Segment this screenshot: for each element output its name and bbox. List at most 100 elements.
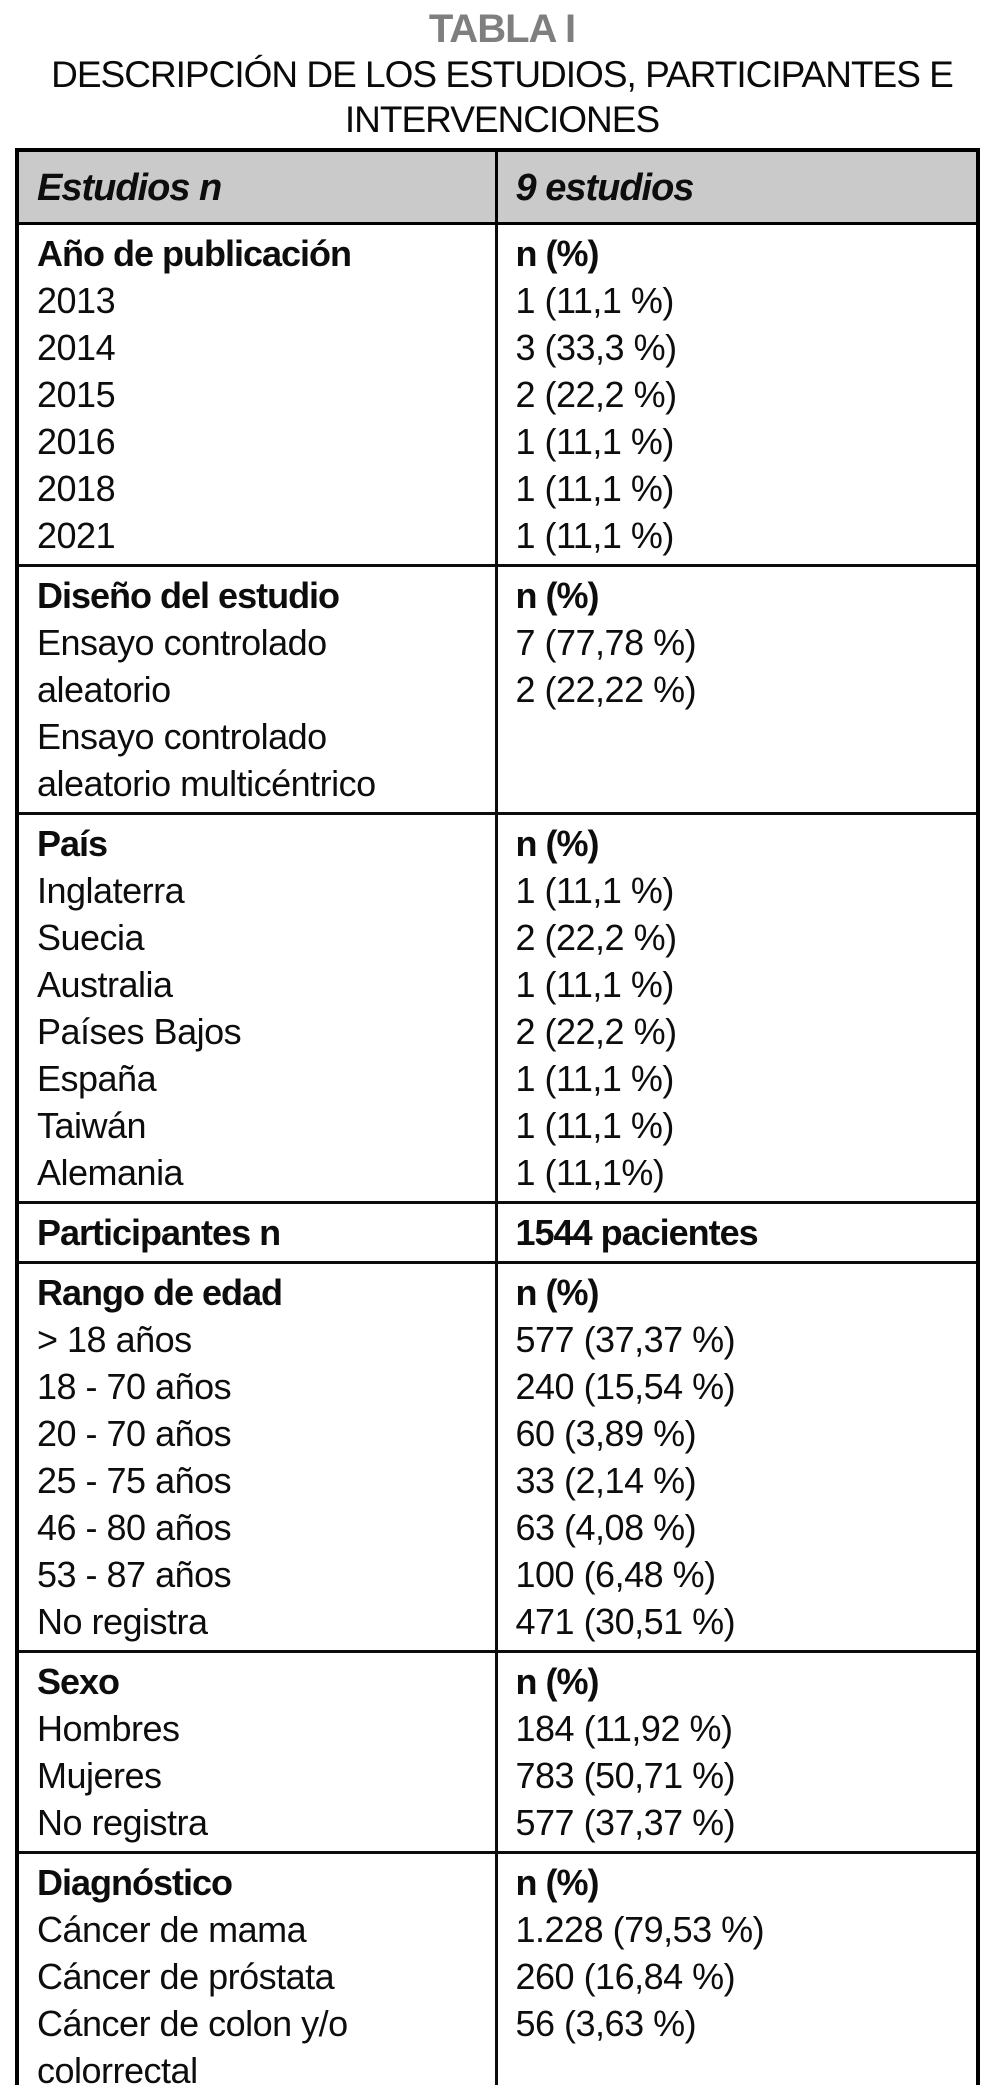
row-value: 1.228 (79,53 %) [515,1909,765,1950]
row-label: colorrectal [37,2050,198,2085]
row-value: 1 (11,1 %) [515,515,675,556]
row-label: 53 - 87 años [37,1554,232,1595]
row-value: 1 (11,1 %) [515,421,675,462]
row-value: 60 (3,89 %) [515,1413,697,1454]
row-label: 20 - 70 años [37,1413,232,1454]
row-value: 33 (2,14 %) [515,1460,697,1501]
value-cell: n (%) 184 (11,92 %) 783 (50,71 %) 577 (37,3… [498,1653,977,1851]
row-label: Año de publicación [37,233,352,274]
value-cell: n (%) 1.228 (79,53 %) 260 (16,84 %) 56 (3,6… [498,1854,977,2085]
table-title: TABLA I [428,7,576,51]
row-value: 1 (11,1 %) [515,870,675,911]
header-cell-estudios: Estudios n [19,152,498,222]
row-label: Diagnóstico [37,1862,233,1903]
row-value: 2 (22,2 %) [515,917,678,958]
label-cell: Año de publicación 2013 2014 2015 2016 2018 20… [19,225,498,564]
table-section-row: Año de publicación 2013 2014 2015 2016 2018 20… [19,225,976,564]
row-label: Rango de edad [37,1272,283,1313]
row-label: 2015 [37,374,116,415]
row-value: 240 (15,54 %) [515,1366,736,1407]
row-label: 46 - 80 años [37,1507,232,1548]
row-value: 1 (11,1 %) [515,1105,675,1146]
row-label: España [37,1058,157,1099]
row-label: Alemania [37,1152,184,1193]
row-label: 2013 [37,280,116,321]
row-value: 1 (11,1 %) [515,468,675,509]
table-subtitle: DESCRIPCIÓN DE LOS ESTUDIOS, PARTICIPANT… [51,54,954,140]
row-value: 184 (11,92 %) [515,1708,733,1749]
row-label: 18 - 70 años [37,1366,232,1407]
row-label: Hombres [37,1708,180,1749]
row-value: 100 (6,48 %) [515,1554,717,1595]
row-value: n (%) [515,1661,600,1702]
value-cell: n (%) 1 (11,1 %) 3 (33,3 %) 2 (22,2 %) 1 (11… [498,225,977,564]
label-cell: Participantes n [19,1204,498,1261]
row-value: n (%) [515,233,600,274]
table-section-row: Sexo Hombres Mujeres No registra n (%) 184 (1… [19,1650,976,1851]
row-value: 577 (37,37 %) [515,1319,736,1360]
row-label: 2018 [37,468,116,509]
table-section-row: Diagnóstico Cáncer de mama Cáncer de próst… [19,1851,976,2085]
row-value: 1 (11,1 %) [515,280,675,321]
row-value: 1 (11,1 %) [515,964,675,1005]
row-value: 1 (11,1 %) [515,1058,675,1099]
row-label: País [37,823,108,864]
table-body: Año de publicación 2013 2014 2015 2016 2018 20… [19,225,976,2085]
table-header-row: Estudios n 9 estudios [19,152,976,225]
row-label: Suecia [37,917,145,958]
row-label: Australia [37,964,173,1005]
table-section-row: País Inglaterra Suecia Australia Países Bajo… [19,812,976,1201]
row-label: Cáncer de colon y/o [37,2003,348,2044]
value-cell: n (%) 577 (37,37 %) 240 (15,54 %) 60 (3,89 … [498,1264,977,1650]
row-value: 471 (30,51 %) [515,1601,736,1642]
row-value: 2 (22,2 %) [515,374,678,415]
value-cell: 1544 pacientes [498,1204,977,1261]
row-label: Sexo [37,1661,120,1702]
label-cell: País Inglaterra Suecia Australia Países Bajo… [19,815,498,1201]
label-cell: Rango de edad > 18 años 18 - 70 años 20 - 7… [19,1264,498,1650]
value-cell: n (%) 1 (11,1 %) 2 (22,2 %) 1 (11,1 %) 2 (22… [498,815,977,1201]
row-label: 2014 [37,327,116,368]
row-label: No registra [37,1802,208,1843]
row-label: Taiwán [37,1105,147,1146]
row-value: 783 (50,71 %) [515,1755,736,1796]
row-value: n (%) [515,575,600,616]
row-label: Participantes n [37,1212,281,1253]
row-value: 1 (11,1%) [515,1152,665,1193]
row-label: Mujeres [37,1755,162,1796]
row-label: Inglaterra [37,870,185,911]
row-label: 2021 [37,515,116,556]
row-value: 2 (22,2 %) [515,1011,678,1052]
label-cell: Diseño del estudio Ensayo controlado aleat… [19,567,498,812]
row-value: 7 (77,78 %) [515,622,697,663]
row-label: No registra [37,1601,208,1642]
row-label: Diseño del estudio [37,575,340,616]
study-description-table: Estudios n 9 estudios Año de publicación… [15,148,980,2085]
row-value: n (%) [515,1862,600,1903]
table-section-row: Participantes n 1544 pacientes [19,1201,976,1261]
row-label: aleatorio [37,669,171,710]
row-value: n (%) [515,1272,600,1313]
row-label: 25 - 75 años [37,1460,232,1501]
row-label: Cáncer de mama [37,1909,307,1950]
row-label: Ensayo controlado [37,716,327,757]
table-section-row: Rango de edad > 18 años 18 - 70 años 20 - 7… [19,1261,976,1650]
row-label: 2016 [37,421,116,462]
row-label: Ensayo controlado [37,622,327,663]
row-value: 3 (33,3 %) [515,327,678,368]
table-section-row: Diseño del estudio Ensayo controlado aleat… [19,564,976,812]
row-value: 56 (3,63 %) [515,2003,697,2044]
value-cell: n (%) 7 (77,78 %) 2 (22,22 %) [498,567,977,812]
row-value: 63 (4,08 %) [515,1507,697,1548]
header-cell-n-estudios: 9 estudios [515,167,695,209]
row-label: Cáncer de próstata [37,1956,335,1997]
row-value: 260 (16,84 %) [515,1956,736,1997]
row-value: 2 (22,22 %) [515,669,697,710]
row-value: 577 (37,37 %) [515,1802,736,1843]
row-value: n (%) [515,823,600,864]
label-cell: Diagnóstico Cáncer de mama Cáncer de próst… [19,1854,498,2085]
row-label: aleatorio multicéntrico [37,763,376,804]
label-cell: Sexo Hombres Mujeres No registra [19,1653,498,1851]
row-label: Países Bajos [37,1011,242,1052]
